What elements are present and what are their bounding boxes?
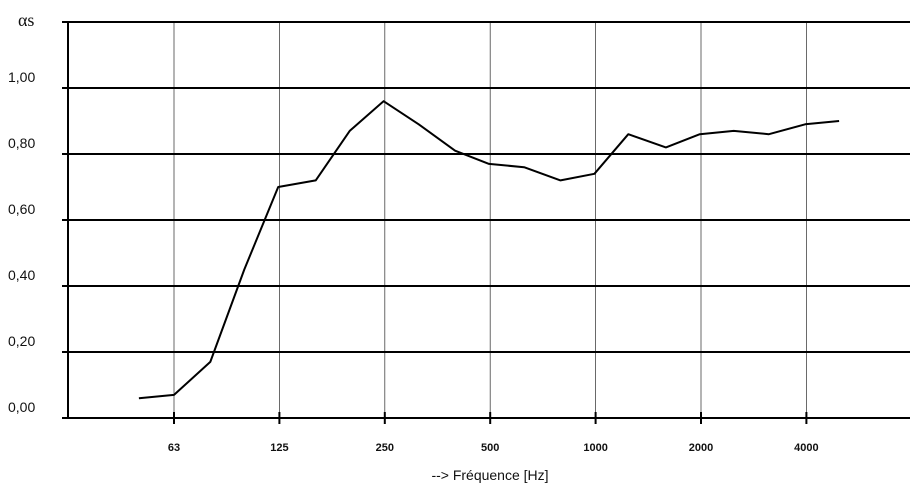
x-axis-title: --> Fréquence [Hz] xyxy=(431,467,548,483)
y-tick-label: 0,00 xyxy=(8,399,35,415)
x-tick-label: 1000 xyxy=(583,442,607,454)
x-tick-label: 4000 xyxy=(794,442,818,454)
x-tick-label: 2000 xyxy=(689,442,713,454)
x-tick-labels: 63 125 250 500 1000 2000 4000 xyxy=(168,442,819,454)
y-tick-label: 0,80 xyxy=(8,135,35,151)
y-tick-label: 0,20 xyxy=(8,333,35,349)
horizontal-gridlines xyxy=(62,21,910,419)
x-tick-label: 250 xyxy=(376,442,394,454)
y-tick-labels: 0,00 0,20 0,40 0,60 0,80 1,00 xyxy=(8,69,35,415)
x-tick-marks xyxy=(173,412,808,424)
y-axis-title: αs xyxy=(18,10,34,30)
y-tick-label: 0,60 xyxy=(8,201,35,217)
y-tick-label: 0,40 xyxy=(8,267,35,283)
series-line xyxy=(138,100,840,400)
y-tick-label: 1,00 xyxy=(8,69,35,85)
x-tick-label: 63 xyxy=(168,442,180,454)
x-tick-label: 125 xyxy=(270,442,288,454)
x-tick-label: 500 xyxy=(481,442,499,454)
